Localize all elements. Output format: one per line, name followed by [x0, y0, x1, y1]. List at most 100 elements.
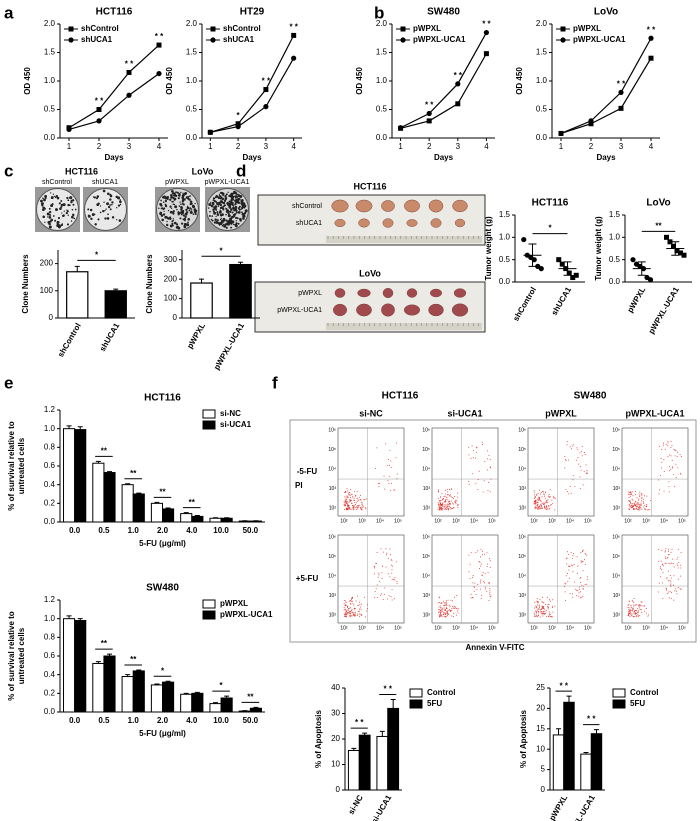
event	[455, 500, 457, 502]
event	[577, 572, 579, 574]
event	[548, 508, 550, 510]
event	[534, 500, 536, 502]
event	[444, 604, 446, 606]
image-label: pWPXL-UCA1	[205, 179, 250, 186]
legend-label: pWPXL-UCA1	[413, 35, 466, 44]
event	[580, 577, 582, 579]
marker	[588, 118, 594, 124]
y-tick-label: 0.2	[44, 498, 56, 507]
event	[661, 461, 663, 463]
event	[572, 554, 574, 556]
colony	[44, 197, 47, 200]
flow-x-tick: 10⁴	[660, 625, 668, 631]
event	[440, 507, 442, 509]
error-bar	[113, 288, 119, 291]
event	[359, 615, 361, 617]
x-tick-label: 3	[456, 142, 461, 151]
event	[542, 607, 544, 609]
event	[388, 482, 390, 484]
colony	[182, 197, 185, 201]
event	[680, 473, 682, 475]
event	[633, 605, 635, 607]
error-bar	[183, 512, 189, 514]
event	[345, 508, 347, 510]
bar	[162, 508, 175, 523]
event	[348, 506, 350, 508]
colony	[50, 196, 54, 200]
event	[639, 505, 641, 507]
event	[584, 454, 586, 456]
event	[658, 560, 660, 562]
event	[539, 508, 541, 510]
image-title: HCT116	[353, 181, 386, 191]
event	[573, 475, 575, 477]
significance: **	[655, 221, 662, 230]
significance: * *	[289, 23, 298, 32]
event	[586, 554, 588, 556]
flow-y-tick: 10⁶	[518, 534, 526, 540]
colony	[95, 197, 98, 200]
event	[643, 506, 645, 508]
event	[478, 567, 480, 569]
event	[540, 503, 542, 505]
event	[549, 614, 551, 616]
event	[457, 608, 459, 610]
series-line	[560, 37, 652, 134]
error-bar	[390, 698, 396, 709]
event	[374, 573, 376, 575]
event	[354, 505, 356, 507]
colony	[106, 192, 110, 196]
event	[360, 608, 362, 610]
event	[377, 483, 379, 485]
event	[542, 606, 544, 608]
colony	[241, 199, 244, 202]
error-bar	[224, 695, 230, 698]
colony	[69, 204, 71, 206]
colony	[237, 222, 240, 225]
event	[349, 494, 351, 496]
event	[480, 556, 482, 558]
event	[361, 506, 363, 508]
event	[393, 489, 395, 491]
error-bar	[528, 243, 537, 267]
event	[635, 610, 637, 612]
event	[647, 509, 649, 511]
event	[569, 446, 571, 448]
event	[658, 582, 660, 584]
event	[547, 507, 549, 509]
event	[354, 615, 356, 617]
event	[670, 441, 672, 443]
x-tick-label: 50.0	[243, 716, 259, 725]
event	[344, 613, 346, 615]
colony	[161, 207, 164, 209]
event	[580, 562, 582, 564]
event	[375, 563, 377, 565]
event	[637, 613, 639, 615]
flow-x-tick: 10⁵	[678, 518, 686, 524]
event	[538, 499, 540, 501]
colony	[225, 196, 227, 199]
event	[346, 490, 348, 492]
event	[489, 592, 491, 594]
event	[374, 597, 376, 599]
event	[360, 494, 362, 496]
event	[670, 577, 672, 579]
legend-marker	[68, 37, 74, 43]
event	[580, 581, 582, 583]
colony	[227, 214, 231, 218]
flow-y-tick: 10⁵	[518, 554, 526, 560]
flow-y-tick: 10⁵	[328, 554, 336, 560]
flow-y-tick: 10²	[613, 612, 621, 618]
event	[571, 557, 573, 559]
colony	[70, 220, 73, 222]
y-tick-label: 1.0	[536, 76, 548, 85]
bar	[563, 701, 575, 791]
series-line	[400, 53, 487, 129]
flow-y-tick: 10²	[519, 505, 527, 511]
event	[677, 567, 679, 569]
event	[637, 615, 639, 617]
y-tick-label: 0.0	[536, 133, 548, 142]
event	[487, 490, 489, 492]
event	[446, 496, 448, 498]
